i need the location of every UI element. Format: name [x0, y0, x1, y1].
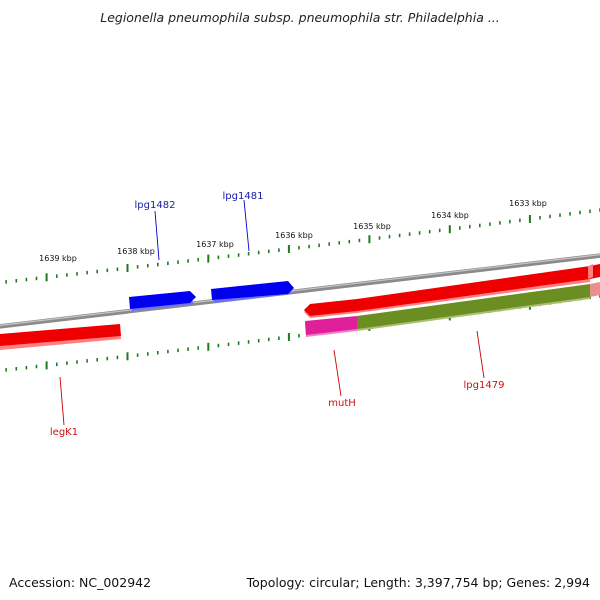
ruler-label-1633: 1633 kbp	[509, 199, 547, 208]
gene-label-mutH[interactable]: mutH	[328, 398, 356, 409]
feature-mutH[interactable]	[305, 316, 357, 337]
ruler-label-1638: 1638 kbp	[117, 247, 155, 256]
gene-lpg1482[interactable]	[129, 291, 196, 311]
upper-tick-track	[5, 208, 600, 284]
gene-offscreen-right[interactable]	[588, 264, 600, 279]
gene-mutH[interactable]	[304, 299, 357, 318]
genome-title: Legionella pneumophila subsp. pneumophil…	[100, 10, 500, 25]
gene-label-lpg1481[interactable]: lpg1481	[223, 191, 264, 202]
genome-backbone	[0, 253, 600, 329]
accession-text: Accession: NC_002942	[9, 575, 152, 590]
gene-legK1[interactable]	[0, 324, 121, 350]
ruler-label-1636: 1636 kbp	[275, 231, 313, 240]
leader-line-mutH	[333, 349, 342, 397]
ruler-label-1639: 1639 kbp	[39, 254, 77, 263]
leader-line-legK1	[59, 376, 65, 426]
leader-line-lpg1479	[476, 330, 485, 379]
gene-lpg1479[interactable]	[357, 266, 590, 313]
ruler-label-1634: 1634 kbp	[431, 211, 469, 220]
leader-line-lpg1481	[243, 199, 250, 252]
ruler-label-1637: 1637 kbp	[196, 240, 234, 249]
genome-backbone-highlight	[0, 254, 600, 327]
genome-summary-text: Topology: circular; Length: 3,397,754 bp…	[246, 575, 590, 590]
gene-lpg1481[interactable]	[211, 281, 294, 303]
gene-label-legK1[interactable]: legK1	[50, 427, 78, 438]
feature-lpg1479[interactable]	[357, 284, 590, 331]
feature-offscreen-right[interactable]	[590, 282, 600, 297]
gene-label-lpg1479[interactable]: lpg1479	[464, 380, 505, 391]
leader-line-lpg1482	[154, 210, 160, 261]
gene-label-lpg1482[interactable]: lpg1482	[135, 200, 176, 211]
ruler-label-1635: 1635 kbp	[353, 222, 391, 231]
